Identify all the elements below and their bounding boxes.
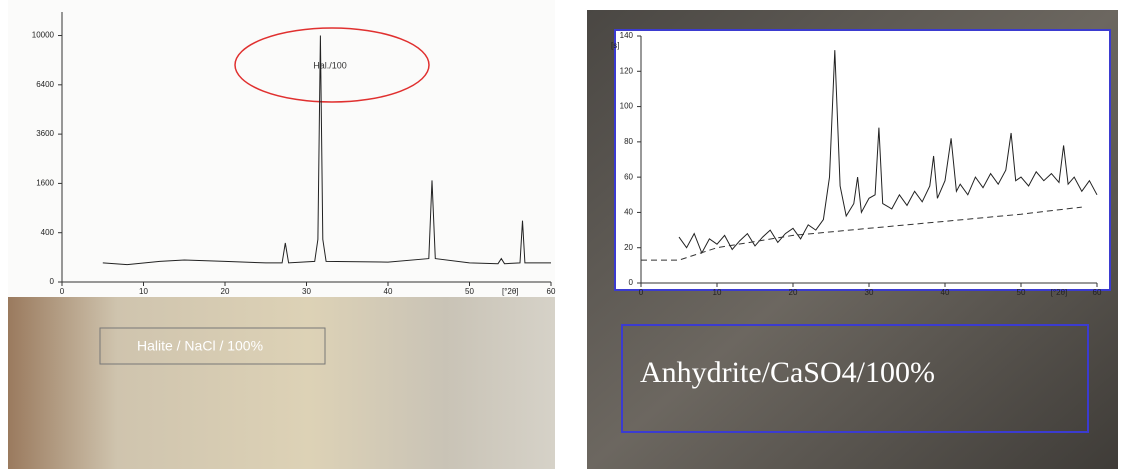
x-tick-label: 60 bbox=[1093, 288, 1102, 297]
data-line bbox=[102, 35, 551, 266]
y-tick-label: 10000 bbox=[32, 31, 55, 40]
y-tick-label: 3600 bbox=[36, 129, 54, 138]
caption-box bbox=[621, 324, 1089, 433]
x-tick-label: 40 bbox=[384, 287, 393, 296]
y-tick-label: 120 bbox=[620, 66, 634, 75]
y-tick-label: 140 bbox=[620, 31, 634, 40]
annotation: Hal./100 bbox=[313, 60, 347, 70]
x-tick-label: 30 bbox=[302, 287, 311, 296]
y-tick-label: 100 bbox=[620, 102, 634, 111]
x-axis-label: [°2θ] bbox=[502, 287, 519, 296]
annotation-ellipse bbox=[234, 27, 430, 103]
x-tick-label: 0 bbox=[60, 287, 65, 296]
y-tick-label: 400 bbox=[41, 228, 55, 237]
y-tick-label: 6400 bbox=[36, 80, 54, 89]
x-tick-label: 10 bbox=[139, 287, 148, 296]
y-tick-label: 20 bbox=[624, 243, 633, 252]
chart-paper bbox=[8, 0, 555, 297]
caption: Anhydrite/CaSO4/100% bbox=[640, 356, 935, 389]
data-line bbox=[678, 50, 1098, 255]
caption: Halite / NaCl / 100% bbox=[137, 338, 263, 354]
x-axis-label: [°2θ] bbox=[1051, 288, 1068, 297]
x-tick-label: 50 bbox=[465, 287, 474, 296]
x-tick-label: 60 bbox=[547, 287, 556, 296]
x-tick-label: 30 bbox=[865, 288, 874, 297]
x-tick-label: 0 bbox=[639, 288, 644, 297]
chart-paper bbox=[614, 29, 1111, 291]
x-tick-label: 50 bbox=[1017, 288, 1026, 297]
photo-background bbox=[8, 297, 555, 469]
y-tick-label: 0 bbox=[50, 277, 55, 286]
y-tick-label: 60 bbox=[624, 172, 633, 181]
x-tick-label: 20 bbox=[789, 288, 798, 297]
y-tick-label: 40 bbox=[624, 208, 633, 217]
y-tick-label: 0 bbox=[629, 278, 634, 287]
data-line bbox=[641, 206, 1082, 261]
y-tick-label: 80 bbox=[624, 137, 633, 146]
x-tick-label: 40 bbox=[941, 288, 950, 297]
x-tick-label: 20 bbox=[221, 287, 230, 296]
x-tick-label: 10 bbox=[713, 288, 722, 297]
caption-box bbox=[99, 327, 326, 365]
y-tick-label: 1600 bbox=[36, 179, 54, 188]
y-axis-label: [s] bbox=[611, 41, 619, 50]
